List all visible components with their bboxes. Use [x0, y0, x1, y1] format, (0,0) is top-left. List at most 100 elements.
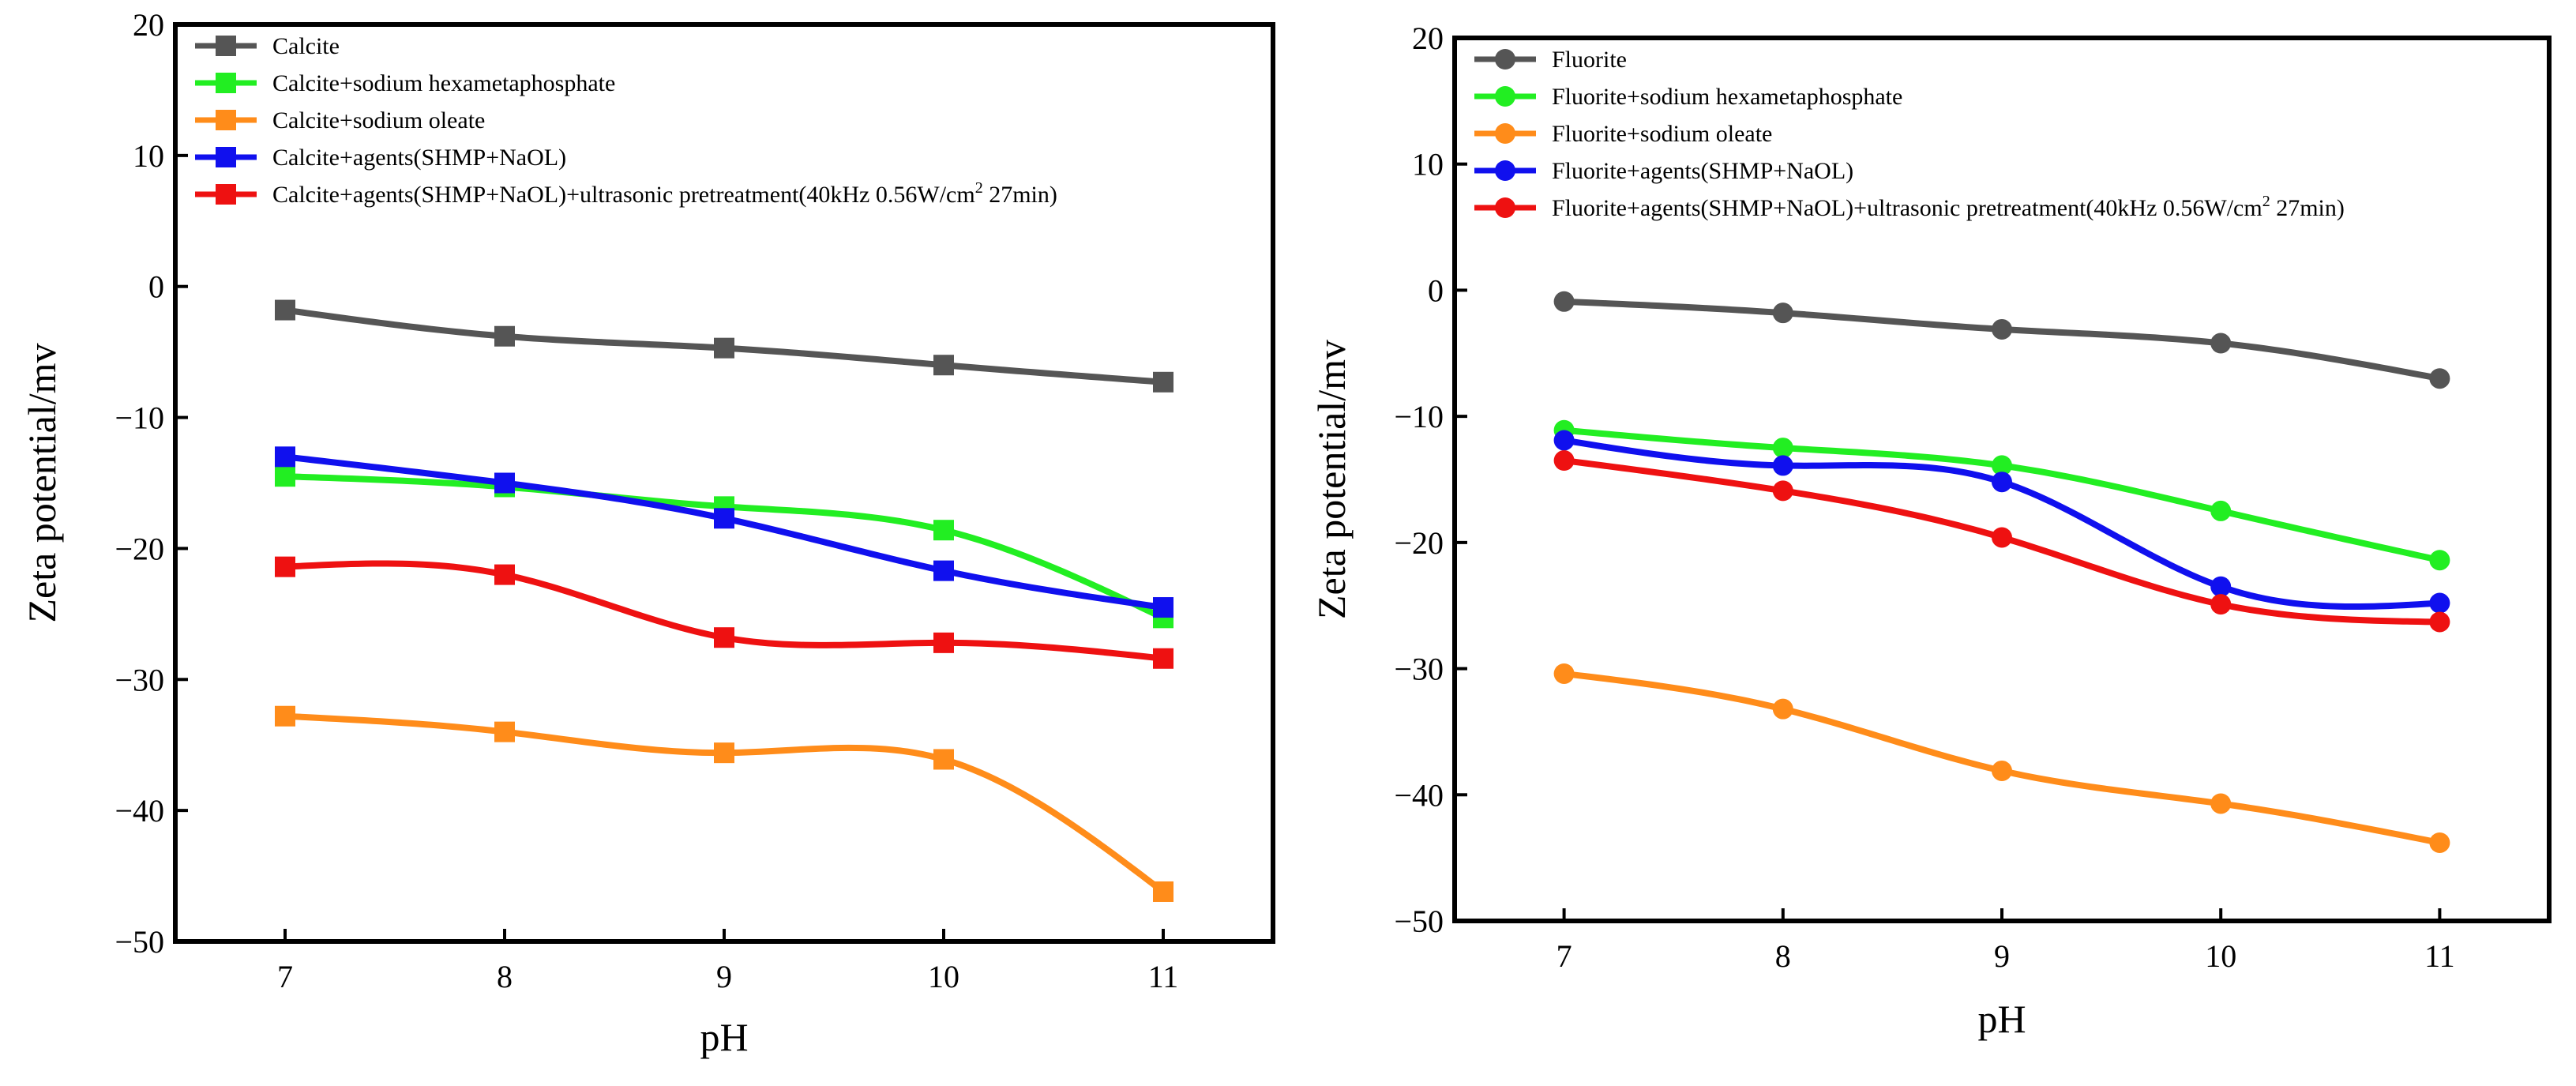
legend-label: Fluorite: [1552, 47, 1627, 73]
data-point: [2210, 333, 2232, 354]
legend-item: Calcite+agents(SHMP+NaOL)+ultrasonic pre…: [195, 179, 1057, 208]
legend: Calcite Calcite+sodium hexametaphosphate C…: [195, 33, 1057, 208]
legend-label: Calcite+sodium oleate: [272, 107, 485, 133]
data-point: [933, 520, 954, 541]
legend-item: Fluorite: [1474, 47, 1627, 73]
x-tick-label: 11: [1148, 959, 1179, 994]
series-3: [1553, 663, 2450, 853]
legend-marker: [1495, 197, 1515, 218]
series-1: [275, 299, 1173, 393]
y-axis: 20 10 0 −10 −20 −30 −40 −50: [1394, 21, 1467, 939]
data-point: [933, 355, 954, 376]
legend-label: Calcite: [272, 33, 340, 59]
series-5: [275, 556, 1173, 669]
x-tick-label: 8: [497, 959, 513, 994]
data-point: [1992, 472, 2012, 493]
legend-marker: [216, 184, 236, 205]
data-point: [714, 742, 734, 764]
x-tick-label: 7: [1556, 938, 1572, 974]
legend-label: Fluorite+agents(SHMP+NaOL): [1552, 158, 1853, 184]
x-axis: 7 8 9 10 11: [277, 929, 1178, 994]
legend-label-text: Calcite: [272, 33, 340, 59]
data-point: [1772, 438, 1793, 459]
data-point: [275, 466, 295, 487]
legend-label-sup: 2: [975, 179, 983, 197]
y-tick-label: 20: [133, 7, 164, 43]
y-tick-label: −20: [1394, 525, 1444, 561]
legend-label-tail: 27min): [2270, 195, 2345, 221]
data-point: [1153, 881, 1173, 902]
legend-item: Calcite+agents(SHMP+NaOL): [195, 145, 566, 171]
data-point: [714, 627, 734, 648]
y-tick-label: 10: [133, 138, 164, 174]
legend-label-text: Calcite+agents(SHMP+NaOL): [272, 145, 566, 171]
legend-item: Fluorite+agents(SHMP+NaOL)+ultrasonic pr…: [1474, 193, 2345, 221]
y-tick-label: −40: [115, 793, 164, 829]
data-point: [275, 556, 295, 577]
legend-label: Calcite+sodium hexametaphosphate: [272, 70, 615, 96]
legend-label-text: Calcite+sodium hexametaphosphate: [272, 70, 615, 96]
data-point: [714, 337, 734, 359]
legend-item: Calcite+sodium hexametaphosphate: [195, 70, 615, 96]
data-point: [1992, 527, 2012, 548]
data-point: [933, 749, 954, 770]
legend-label: Fluorite+sodium hexametaphosphate: [1552, 84, 1902, 110]
calcite-zeta-chart: 7 8 9 10 11 20 10 0 −10 −20 −30 −40 −50 pH Zeta potent…: [20, 7, 1275, 1059]
data-point: [1992, 455, 2012, 476]
legend-item: Calcite: [195, 33, 340, 59]
data-point: [1553, 450, 1575, 472]
x-tick-label: 9: [716, 959, 732, 994]
legend-label: Fluorite+agents(SHMP+NaOL)+ultrasonic pr…: [1552, 193, 2345, 221]
legend-label-text: Calcite+sodium oleate: [272, 107, 485, 133]
x-tick-label: 8: [1775, 938, 1791, 974]
legend-label-text: Fluorite: [1552, 47, 1627, 73]
y-tick-label: −50: [115, 924, 164, 960]
y-tick-label: 0: [1428, 272, 1444, 308]
legend-item: Fluorite+sodium hexametaphosphate: [1474, 84, 1902, 110]
y-tick-label: −30: [1394, 652, 1444, 687]
y-axis-title: Zeta potential/mv: [20, 343, 64, 622]
legend-label-text: Fluorite+agents(SHMP+NaOL)+ultrasonic pr…: [1552, 195, 2262, 221]
data-point: [1992, 760, 2012, 781]
series-line: [1564, 670, 2441, 846]
data-point: [2210, 576, 2232, 597]
series-4: [1553, 430, 2450, 614]
x-tick-label: 10: [928, 959, 959, 994]
legend-marker: [216, 147, 236, 167]
series-1: [1553, 291, 2450, 389]
x-tick-label: 9: [1994, 938, 2010, 974]
series-2: [275, 466, 1173, 629]
y-tick-label: 10: [1412, 147, 1444, 182]
data-point: [1553, 663, 1575, 684]
y-tick-label: −20: [115, 531, 164, 566]
legend-marker: [216, 110, 236, 130]
data-point: [1153, 597, 1173, 618]
legend: Fluorite Fluorite+sodium hexametaphosphat…: [1474, 47, 2345, 221]
legend-marker: [216, 73, 236, 93]
data-point: [1992, 318, 2012, 340]
data-point: [1772, 480, 1793, 502]
legend-label-tail: 27min): [983, 182, 1057, 208]
x-tick-label: 10: [2205, 938, 2236, 974]
data-point: [714, 508, 734, 529]
data-point: [494, 325, 515, 347]
data-point: [494, 564, 515, 585]
data-point: [933, 560, 954, 581]
data-point: [1153, 648, 1173, 669]
x-tick-label: 7: [277, 959, 293, 994]
x-tick-label: 11: [2424, 938, 2455, 974]
legend-marker: [1495, 160, 1515, 181]
legend-marker: [1495, 49, 1515, 70]
data-point: [2210, 594, 2232, 615]
legend-label: Calcite+agents(SHMP+NaOL): [272, 145, 566, 171]
series-line: [1564, 298, 2441, 382]
data-point: [494, 472, 515, 494]
data-point: [1153, 371, 1173, 393]
legend-label-text: Calcite+agents(SHMP+NaOL)+ultrasonic pre…: [272, 182, 975, 208]
y-axis-title: Zeta potential/mv: [1309, 340, 1354, 619]
legend-marker: [1495, 86, 1515, 107]
data-point: [2429, 592, 2450, 614]
x-axis-title: pH: [1977, 997, 2026, 1041]
data-point: [275, 299, 295, 321]
